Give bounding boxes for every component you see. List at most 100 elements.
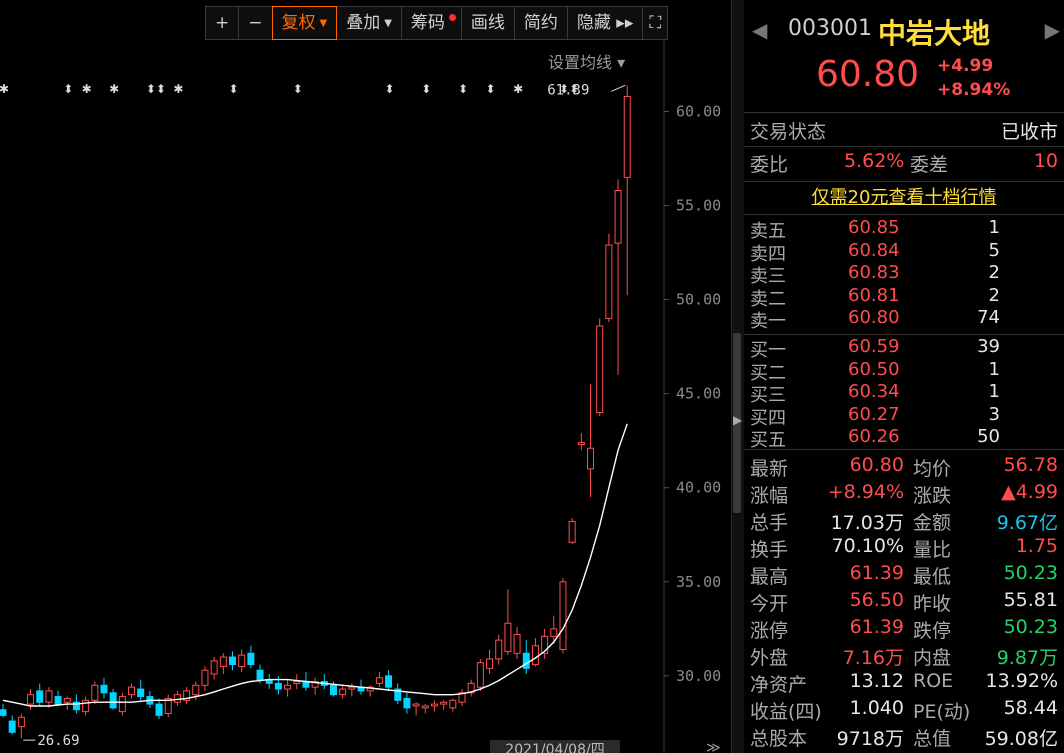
kline-chart[interactable]: 60.00 55.00 50.00 45.00 40.00 35.00 30.00 61.39… — [0, 0, 731, 753]
ask-level: 卖四 — [750, 243, 786, 265]
ask-row: 卖一 60.80 74 — [744, 307, 1064, 332]
ask-volume: 74 — [977, 307, 1000, 328]
y-tick-label: 60.00 — [676, 102, 721, 120]
candle-body — [550, 628, 558, 637]
bid-volume: 1 — [988, 381, 1000, 402]
event-marker-icon: ✱ — [513, 82, 523, 96]
candle-body — [109, 692, 117, 709]
fullscreen-icon[interactable]: ⛶ — [642, 6, 669, 40]
high-marker-arrow — [611, 84, 626, 92]
event-marker-icon: ⬍ — [486, 82, 496, 96]
candle-body — [531, 645, 539, 666]
candle-body — [63, 697, 71, 703]
candle-body — [284, 684, 292, 690]
overlay-button[interactable]: 叠加 ▼ — [336, 6, 402, 40]
candle-body — [587, 447, 595, 470]
candle-body — [522, 652, 530, 669]
bid-price: 60.59 — [848, 336, 900, 357]
bid-level: 买五 — [750, 430, 786, 451]
stat-row: 总股本 9718万 总值 59.08亿 — [744, 724, 1064, 751]
restore-rights-button[interactable]: 复权 ▼ — [271, 6, 338, 40]
weibi-value: 5.62% — [844, 150, 905, 172]
bid-row: 买四 60.27 3 — [744, 404, 1064, 429]
y-tick-label: 55.00 — [676, 197, 721, 215]
ask-volume: 1 — [988, 217, 1000, 238]
candle-body — [430, 703, 438, 707]
bid-level: 买四 — [750, 407, 786, 429]
candle-body — [486, 658, 494, 669]
candle-body — [412, 703, 420, 707]
hide-button[interactable]: 隐藏 ▸▸ — [566, 6, 644, 40]
stat-label: 今开 — [750, 593, 789, 615]
prev-stock-icon[interactable]: ◀ — [752, 18, 768, 42]
stat-value: 56.50 — [849, 589, 904, 611]
stat-label: 涨幅 — [750, 485, 789, 507]
event-marker-icon: ⬍ — [63, 82, 73, 96]
candle-body — [247, 652, 255, 666]
candle-body — [541, 635, 549, 654]
candle-body — [238, 654, 246, 667]
y-tick-label: 50.00 — [676, 291, 721, 309]
bid-volume: 50 — [977, 426, 1000, 447]
zoom-out-button[interactable]: − — [238, 6, 273, 40]
stat-value: 70.10% — [831, 535, 904, 557]
candle-body — [449, 699, 457, 709]
ask-level: 卖一 — [750, 311, 786, 332]
bid-price: 60.26 — [848, 426, 900, 447]
candle-body — [155, 703, 163, 716]
ma-line — [2, 423, 628, 707]
candle-body — [118, 696, 126, 713]
draw-line-button[interactable]: 画线 — [460, 6, 515, 40]
zoom-in-button[interactable]: + — [205, 6, 240, 40]
stat-label: 换手 — [750, 539, 789, 561]
candle-body — [495, 639, 503, 660]
trade-state-label: 交易状态 — [750, 121, 827, 143]
event-marker-icon: ✱ — [82, 82, 92, 96]
ask-level: 卖三 — [750, 266, 786, 287]
stat-label: 涨跌 — [913, 485, 952, 507]
next-stock-icon[interactable]: ▶ — [1044, 18, 1060, 42]
candle-body — [348, 686, 356, 690]
notification-dot-icon — [448, 14, 456, 21]
candle-body — [164, 697, 172, 714]
collapse-handle[interactable]: ▶ — [733, 333, 742, 513]
stat-value: 17.03万 — [830, 512, 904, 534]
candle-body — [577, 442, 585, 445]
stat-value: 9.67亿 — [996, 512, 1058, 534]
candle-body — [623, 95, 631, 178]
quote-header: ◀ 003001 中岩大地 ▶ 60.80 +4.99 +8.94% — [744, 0, 1064, 113]
candle-body — [91, 684, 99, 701]
scroll-right-icon[interactable]: ≫ — [706, 740, 721, 753]
bid-price: 60.50 — [848, 358, 900, 380]
chip-distribution-button[interactable]: 筹码 — [400, 6, 462, 40]
ask-volume: 2 — [988, 262, 1000, 283]
event-marker-icon: ⬍ — [458, 82, 468, 96]
stat-label: 涨停 — [750, 620, 789, 642]
chip-distribution-label: 筹码 — [410, 13, 445, 33]
candle-body — [201, 669, 209, 686]
simple-mode-button[interactable]: 简约 — [513, 6, 568, 40]
candle-body — [403, 697, 411, 709]
stat-row: 总手 17.03万 金额 9.67亿 — [744, 508, 1064, 535]
ma-setting-button[interactable]: 设置均线 ▾ — [548, 53, 626, 72]
candle-body — [219, 656, 227, 667]
ask-row: 卖三 60.83 2 — [744, 262, 1064, 287]
candle-body — [513, 633, 521, 654]
ask-price: 60.81 — [848, 284, 900, 306]
ask-price: 60.83 — [848, 262, 900, 283]
candle-body — [274, 682, 282, 690]
event-marker-icon: ⬍⬍ — [146, 82, 166, 96]
kline-chart-pane: 60.00 55.00 50.00 45.00 40.00 35.00 30.00 61.39… — [0, 0, 731, 753]
stat-value: 61.39 — [849, 562, 904, 584]
y-tick-label: 40.00 — [676, 479, 721, 497]
candle-body — [0, 709, 7, 716]
candle-body — [72, 701, 80, 711]
bid-level: 买一 — [750, 340, 786, 361]
level2-promo-link[interactable]: 仅需20元查看十档行情 — [744, 181, 1064, 215]
candle-body — [476, 662, 484, 688]
stat-row: 涨幅 +8.94% 涨跌 ▲4.99 — [744, 481, 1064, 508]
ask-level: 卖五 — [750, 221, 786, 242]
candle-body — [614, 190, 622, 244]
candle-body — [210, 660, 218, 675]
candle-body — [36, 690, 44, 703]
